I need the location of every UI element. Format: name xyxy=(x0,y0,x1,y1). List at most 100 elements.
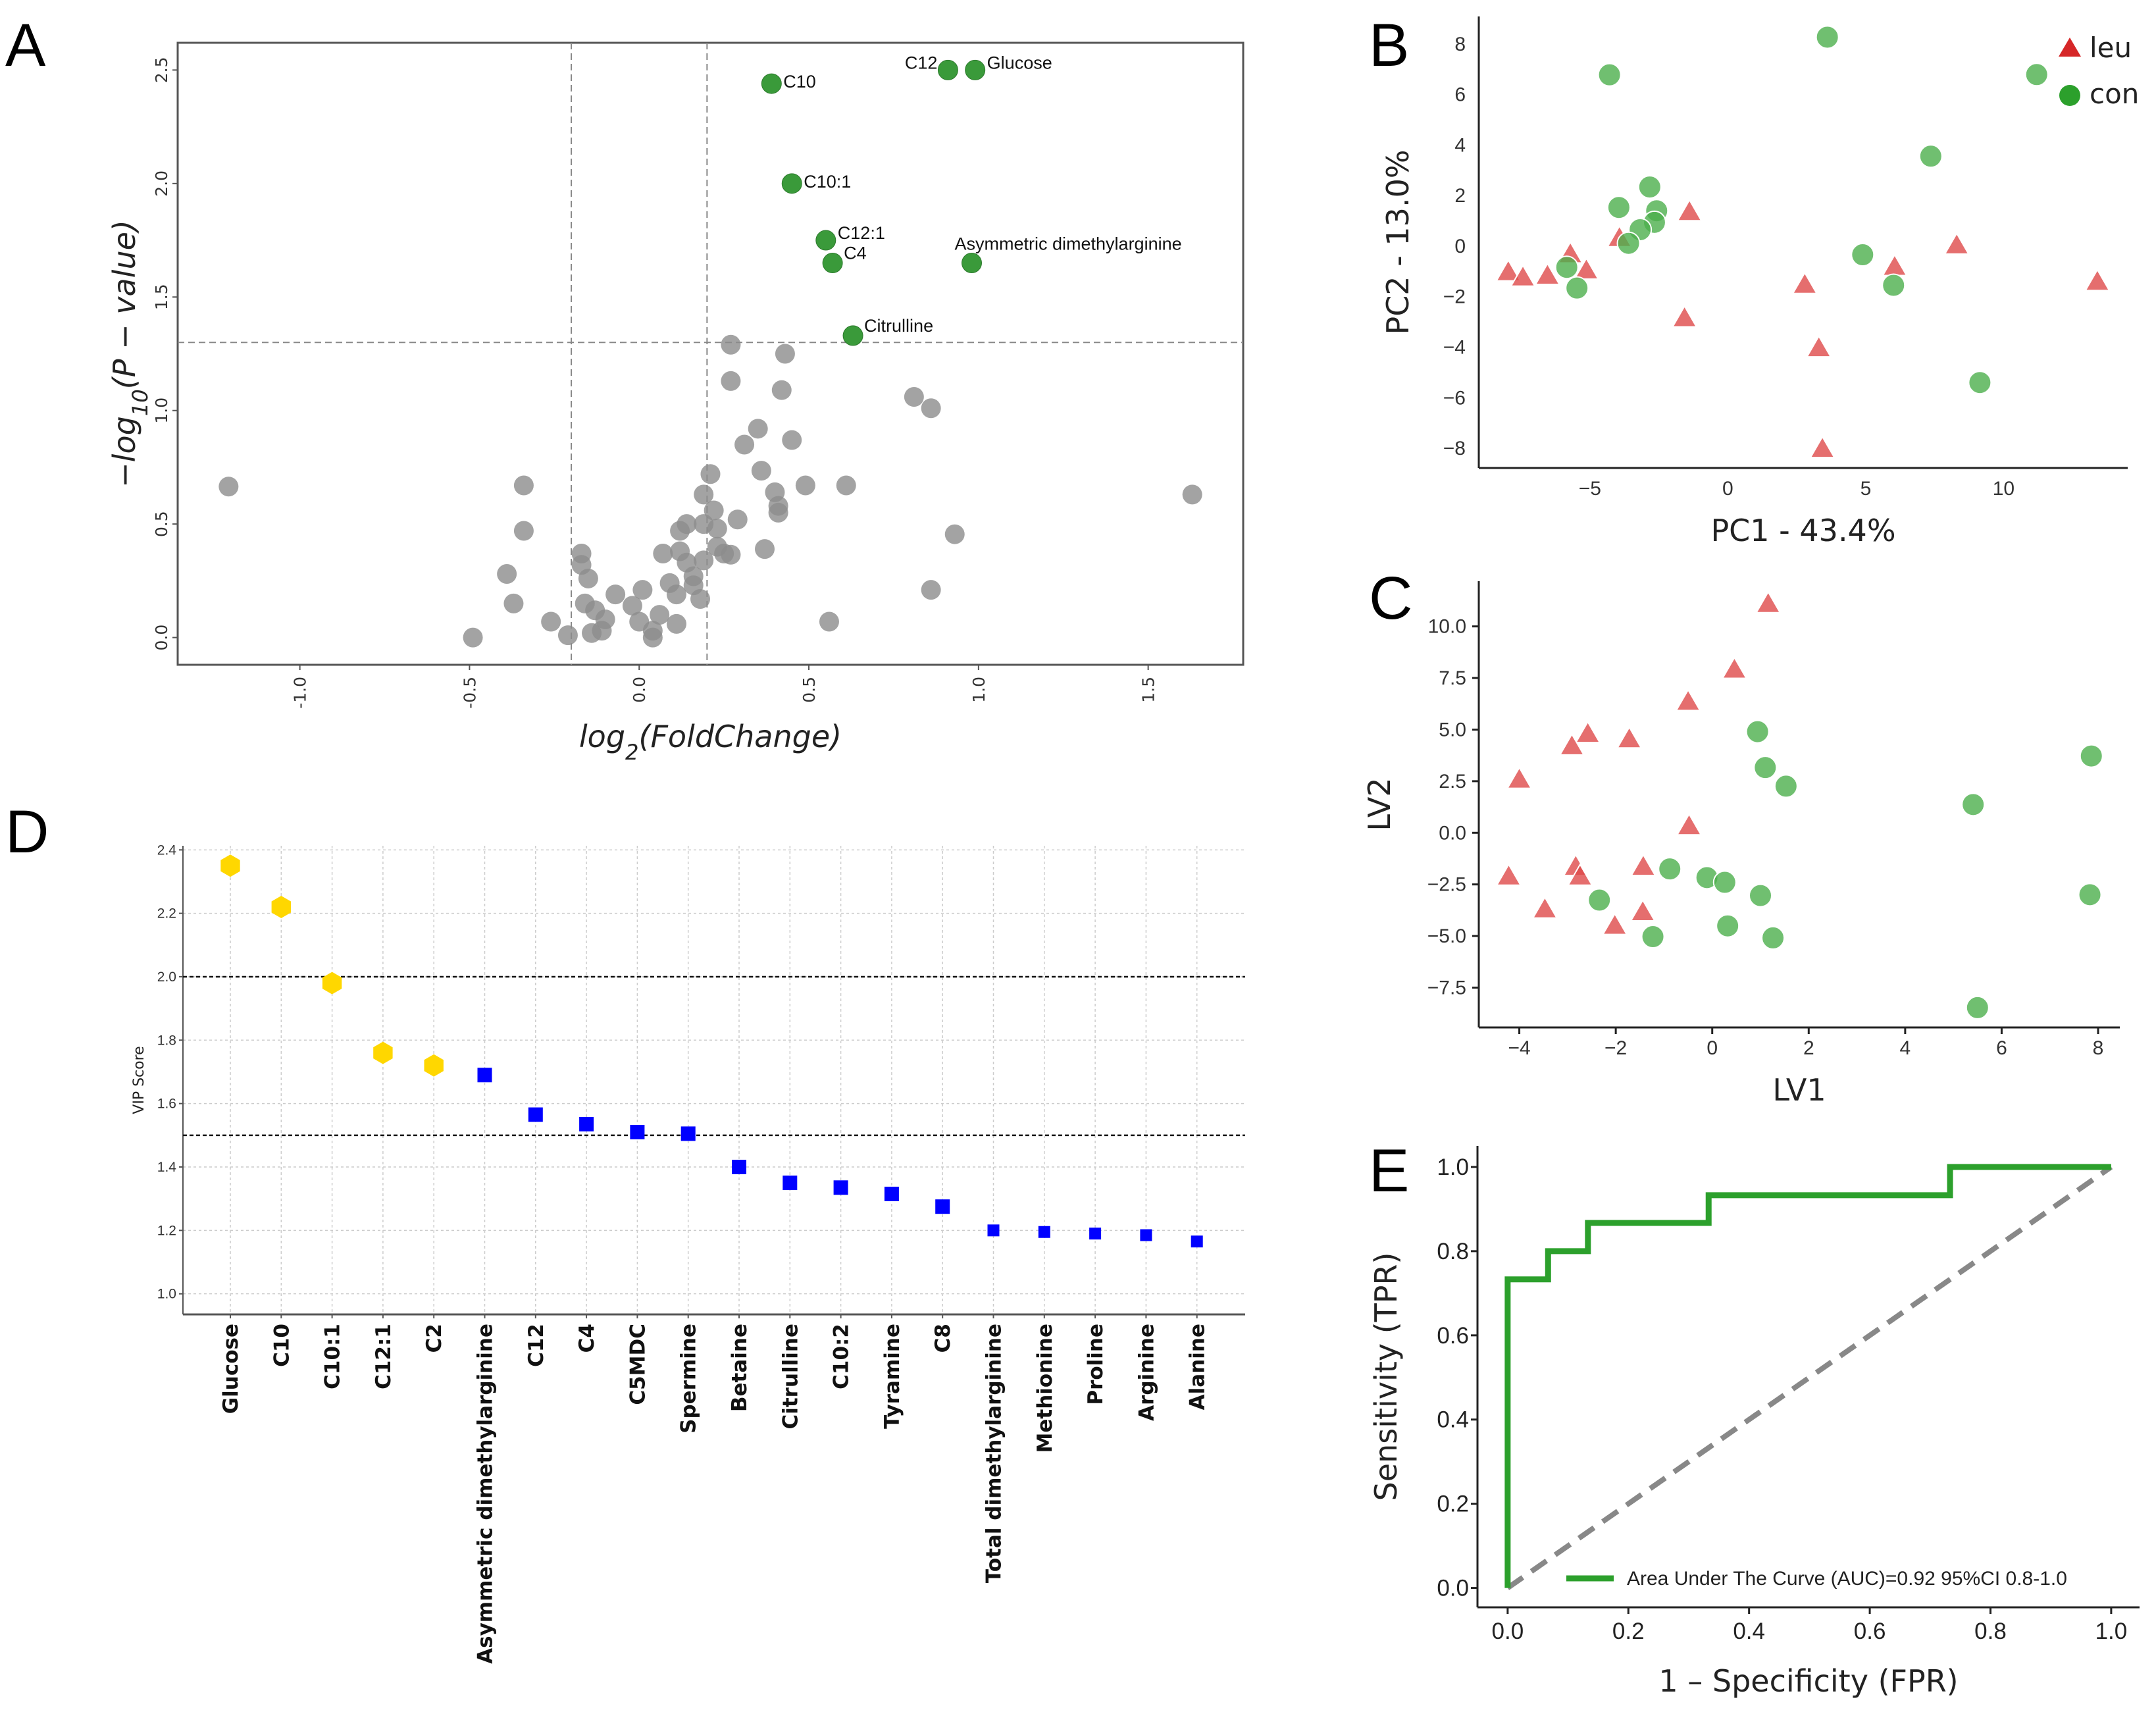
y-tick-label: 0 xyxy=(1454,236,1466,257)
nonsignificant-point xyxy=(775,344,795,364)
leu-point xyxy=(1531,896,1558,919)
legend-circle-icon xyxy=(2059,85,2080,106)
y-tick-label: −7.5 xyxy=(1427,977,1466,998)
y-axis-label: LV2 xyxy=(1362,777,1397,831)
x-tick-label: 0.0 xyxy=(1492,1619,1524,1644)
category-label: C5MDC xyxy=(626,1324,650,1405)
nonsignificant-point xyxy=(557,625,578,646)
con-point xyxy=(2078,883,2102,907)
vip-point xyxy=(477,1068,492,1083)
nonsignificant-point xyxy=(734,434,755,455)
leu-point xyxy=(1567,863,1593,886)
y-axis-label: PC2 - 13.0% xyxy=(1380,149,1416,334)
nonsignificant-point xyxy=(578,568,598,588)
con-point xyxy=(1565,276,1589,300)
category-label: C10:1 xyxy=(321,1324,345,1389)
nonsignificant-point xyxy=(666,613,686,634)
x-tick-label: 8 xyxy=(2093,1037,2104,1059)
legend: leu con xyxy=(2059,32,2139,110)
con-point xyxy=(1968,371,1992,395)
nonsignificant-point xyxy=(694,550,714,571)
pca-scatter-plot: −5 0 5 10 −8 −6 −4 −2 0 2 4 6 8 PC1 - 43.4% PC2 - 13.0… xyxy=(1380,16,2139,548)
point-label: Glucose xyxy=(987,53,1052,72)
nonsignificant-point xyxy=(707,519,727,539)
significant-point xyxy=(761,73,782,94)
x-tick-label: 0 xyxy=(1707,1037,1718,1059)
significant-point xyxy=(937,59,958,80)
nonsignificant-point xyxy=(721,334,741,355)
category-label: C2 xyxy=(423,1324,446,1353)
chance-reference-line xyxy=(1506,1164,2113,1590)
vip-point xyxy=(884,1186,899,1201)
y-axis-label: VIP Score xyxy=(131,1046,147,1114)
x-axis-label: log2(FoldChange) xyxy=(579,719,842,765)
x-tick-label: −5 xyxy=(1579,478,1601,500)
nonsignificant-point xyxy=(653,544,673,564)
nonsignificant-point xyxy=(1182,484,1202,505)
x-tick-label: 0.6 xyxy=(1854,1619,1886,1644)
nonsignificant-point xyxy=(503,593,524,613)
y-tick-label: 0.0 xyxy=(1437,1576,1469,1601)
vip-point-high xyxy=(424,1054,444,1077)
x-tick-label: 1.5 xyxy=(1139,677,1158,703)
y-tick-label: 2 xyxy=(1454,185,1466,207)
significant-point xyxy=(962,253,983,274)
x-tick-label: 0.5 xyxy=(800,677,819,703)
y-tick-label: 0.0 xyxy=(152,625,171,651)
legend-label: Area Under The Curve (AUC)=0.92 95%CI 0.… xyxy=(1627,1568,2067,1590)
panel-label-b: B xyxy=(1369,12,1409,79)
nonsignificant-point xyxy=(727,509,748,530)
nonsignificant-point xyxy=(642,627,663,648)
leu-point xyxy=(1495,863,1522,886)
x-axis-label: LV1 xyxy=(1772,1072,1826,1108)
category-label: Proline xyxy=(1084,1324,1108,1405)
nonsignificant-point xyxy=(700,464,721,484)
y-tick-label: 2.2 xyxy=(157,906,176,921)
leu-point xyxy=(1755,590,1782,613)
y-tick-label: 2.5 xyxy=(152,57,171,84)
y-tick-label: 7.5 xyxy=(1439,667,1466,689)
nonsignificant-point xyxy=(513,521,534,541)
nonsignificant-point xyxy=(795,475,815,496)
con-point xyxy=(1587,888,1612,912)
leu-point xyxy=(1882,253,1908,276)
y-axis-label: −log10(P − value) xyxy=(107,220,153,488)
con-point xyxy=(1882,273,1906,298)
nonsignificant-point xyxy=(768,502,788,523)
vip-point xyxy=(528,1107,543,1122)
y-tick-label: 6 xyxy=(1454,84,1466,106)
leu-point xyxy=(2084,268,2111,292)
con-point xyxy=(1616,231,1641,255)
x-tick-label: 0.0 xyxy=(630,677,649,703)
leu-point xyxy=(1630,853,1656,876)
y-tick-label: 2.0 xyxy=(157,970,176,985)
nonsignificant-point xyxy=(666,584,686,605)
y-tick-label: −6 xyxy=(1443,387,1466,409)
nonsignificant-point xyxy=(754,539,775,559)
y-tick-label: 0.2 xyxy=(1437,1491,1469,1517)
y-tick-label: 0.8 xyxy=(1437,1239,1469,1264)
y-tick-label: 0.0 xyxy=(1439,822,1466,844)
vip-point xyxy=(1038,1226,1050,1238)
nonsignificant-point xyxy=(632,580,653,600)
point-label: Citrulline xyxy=(864,316,933,336)
x-tick-label: 5 xyxy=(1861,478,1872,500)
y-axis-label: Sensitivity (TPR) xyxy=(1368,1253,1404,1501)
con-point xyxy=(1761,925,1785,950)
nonsignificant-point xyxy=(721,371,741,391)
category-label: Asymmetric dimethylarginine xyxy=(474,1324,498,1664)
x-tick-label: 0.4 xyxy=(1733,1619,1765,1644)
nonsignificant-point xyxy=(513,475,534,496)
leu-point xyxy=(1616,725,1643,749)
nonsignificant-point xyxy=(836,475,856,496)
vip-point-high xyxy=(271,896,291,918)
x-tick-label: -0.5 xyxy=(460,677,479,709)
nonsignificant-point xyxy=(782,430,802,450)
y-tick-label: 4 xyxy=(1454,134,1466,156)
category-label: C12:1 xyxy=(372,1324,396,1389)
con-point xyxy=(1851,243,1875,267)
con-point xyxy=(1965,995,1989,1020)
leu-point xyxy=(1534,262,1561,285)
roc-curve xyxy=(1504,1164,2111,1588)
